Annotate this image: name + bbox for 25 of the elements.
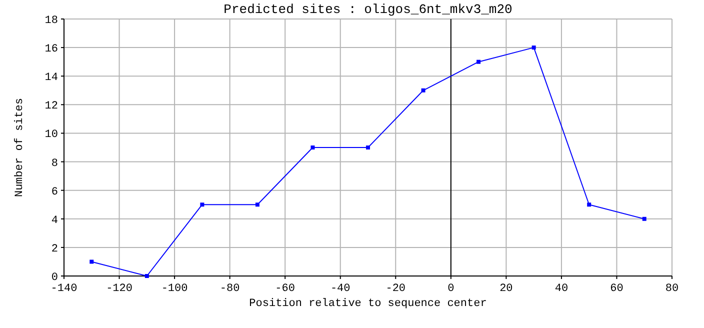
x-tick-label: -100 <box>161 283 188 295</box>
chart-title: Predicted sites : oligos_6nt_mkv3_m20 <box>224 2 512 17</box>
y-tick-label: 10 <box>44 129 58 142</box>
y-tick-label: 14 <box>44 72 58 84</box>
x-tick-label: -120 <box>106 283 132 295</box>
x-tick-label: 0 <box>448 283 454 295</box>
y-tick-label: 12 <box>44 100 58 113</box>
y-tick-label: 2 <box>51 243 58 256</box>
y-tick-label: 6 <box>51 186 58 198</box>
y-tick-label: 4 <box>51 214 58 227</box>
x-tick-label: 40 <box>554 283 568 295</box>
x-axis-title: Position relative to sequence center <box>249 298 487 310</box>
x-tick-label: -40 <box>330 283 350 295</box>
y-tick-label: 16 <box>44 44 58 56</box>
x-tick-label: -140 <box>50 283 78 295</box>
x-tick-label: 60 <box>610 283 624 295</box>
x-tick-label: -60 <box>275 283 295 295</box>
y-tick-label: 8 <box>51 158 58 170</box>
x-tick-label: 80 <box>665 283 679 295</box>
y-tick-label: 0 <box>51 272 58 284</box>
x-tick-label: 20 <box>500 283 513 295</box>
y-tick-label: 18 <box>44 15 58 27</box>
y-axis-title: Number of sites <box>14 98 26 198</box>
x-tick-label: -80 <box>220 283 240 295</box>
x-tick-label: -20 <box>386 283 406 295</box>
